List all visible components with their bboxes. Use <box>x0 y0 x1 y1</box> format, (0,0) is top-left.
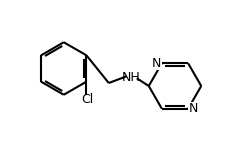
Text: N: N <box>189 102 198 115</box>
Text: NH: NH <box>122 71 141 84</box>
Text: N: N <box>152 57 161 70</box>
Text: Cl: Cl <box>81 93 93 106</box>
